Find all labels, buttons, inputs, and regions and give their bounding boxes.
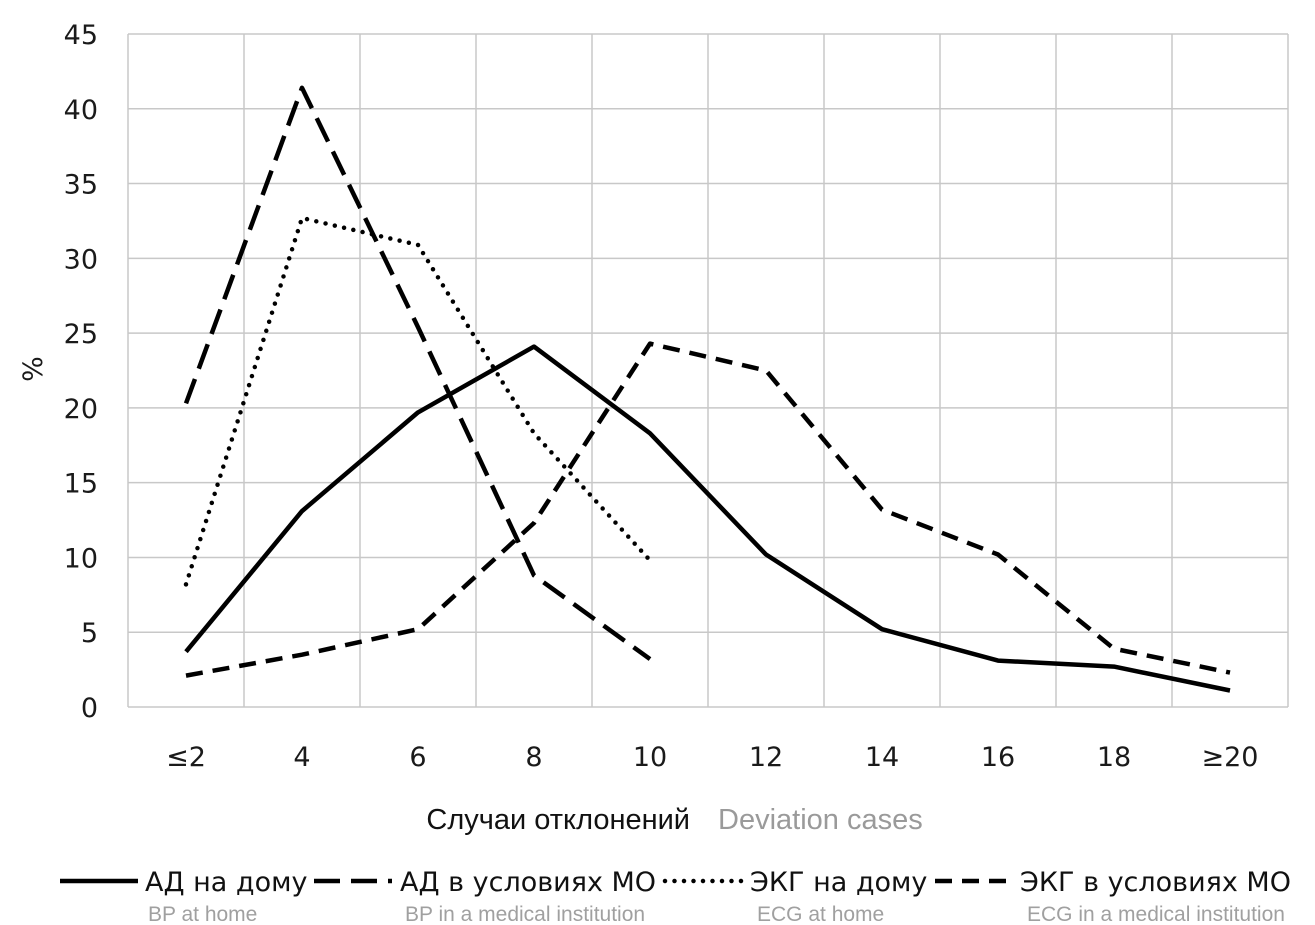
y-tick-label: 15 (64, 469, 98, 500)
y-axis-ticks: 0 5 10 15 20 25 30 35 40 45 (64, 20, 98, 724)
series-line-3 (183, 215, 653, 587)
legend-label: ЭКГ на дому (750, 867, 927, 898)
y-tick-label: 30 (64, 244, 98, 275)
legend-label: АД на дому (145, 867, 307, 898)
y-tick-label: 40 (64, 95, 98, 126)
x-axis-title: Случаи отклонений Deviation cases (426, 804, 922, 836)
legend: АД на дому BP at home АД в условиях МО BP i… (60, 867, 1291, 925)
series-lines (183, 85, 1231, 693)
x-tick-label: 14 (865, 742, 899, 773)
x-tick-label: ≥20 (1202, 742, 1259, 773)
series-line-2 (183, 85, 652, 661)
x-tick-label: 16 (981, 742, 1015, 773)
x-tick-label: 6 (409, 742, 426, 773)
legend-item-2: АД в условиях МО BP in a medical institut… (314, 867, 656, 925)
y-axis-label: % (18, 356, 49, 382)
x-tick-label: 18 (1097, 742, 1131, 773)
x-tick-label: 10 (633, 742, 667, 773)
legend-label: АД в условиях МО (400, 867, 656, 898)
x-tick-label: 8 (525, 742, 542, 773)
legend-item-3: ЭКГ на дому ECG at home (662, 867, 927, 925)
series-line-4 (185, 341, 1231, 678)
legend-label-en: ECG at home (757, 903, 884, 925)
legend-label-en: BP in a medical institution (405, 903, 645, 925)
legend-label: ЭКГ в условиях МО (1020, 867, 1291, 898)
gridlines (127, 33, 1289, 708)
x-axis-ticks: ≤2 4 6 8 10 12 14 16 18 ≥20 (166, 742, 1258, 773)
x-axis-label: Случаи отклонений (426, 804, 690, 836)
y-tick-label: 35 (64, 170, 98, 201)
y-tick-label: 10 (64, 543, 98, 574)
x-tick-label: 12 (749, 742, 783, 773)
series-line-1 (184, 344, 1231, 693)
x-tick-label: ≤2 (166, 742, 206, 773)
legend-item-4: ЭКГ в условиях МО ECG in a medical instit… (935, 867, 1291, 925)
y-tick-label: 0 (81, 693, 98, 724)
legend-label-en: ECG in a medical institution (1027, 903, 1285, 925)
x-tick-label: 4 (293, 742, 310, 773)
legend-item-1: АД на дому BP at home (60, 867, 307, 925)
x-axis-label-en: Deviation cases (718, 804, 923, 836)
y-tick-label: 5 (81, 618, 98, 649)
y-tick-label: 25 (64, 319, 98, 350)
y-tick-label: 45 (64, 20, 98, 51)
legend-label-en: BP at home (148, 903, 257, 925)
y-tick-label: 20 (64, 394, 98, 425)
